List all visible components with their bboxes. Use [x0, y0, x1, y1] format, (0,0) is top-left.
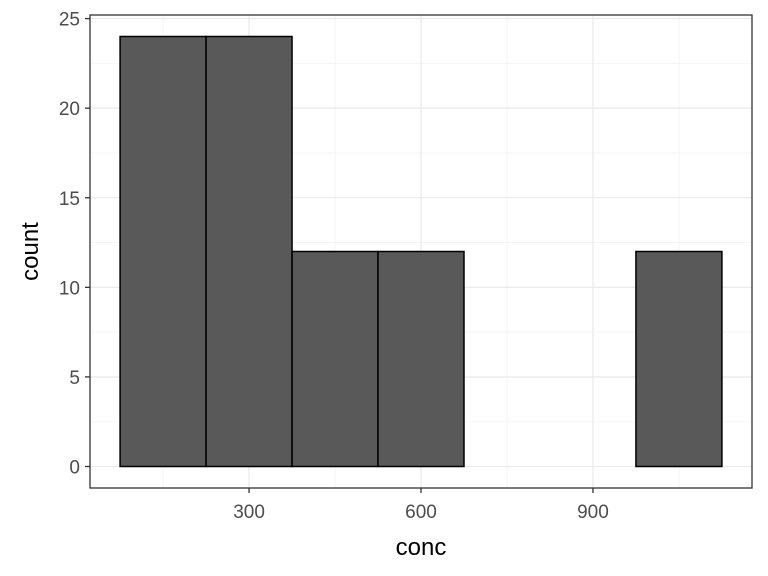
bars — [119, 35, 723, 468]
y-tick-label: 0 — [69, 458, 80, 479]
y-tick-label: 15 — [59, 189, 80, 210]
histogram-bar — [119, 35, 207, 468]
x-tick-label: 900 — [577, 502, 609, 523]
y-axis-title: count — [17, 222, 44, 281]
y-tick-label: 5 — [69, 368, 80, 389]
x-tick-label: 600 — [405, 502, 437, 523]
histogram-bar — [635, 250, 723, 468]
tick-labels: 0 5 10 15 20 25 300 600 900 — [59, 10, 609, 523]
histogram-bar — [377, 250, 465, 468]
x-axis-title: conc — [396, 534, 447, 561]
x-tick-label: 300 — [233, 502, 265, 523]
histogram-bar — [291, 250, 379, 468]
y-tick-label: 20 — [59, 99, 80, 120]
histogram-bar — [205, 35, 293, 468]
y-tick-label: 25 — [59, 10, 80, 31]
axis-ticks — [85, 17, 594, 493]
y-tick-label: 10 — [59, 278, 80, 299]
